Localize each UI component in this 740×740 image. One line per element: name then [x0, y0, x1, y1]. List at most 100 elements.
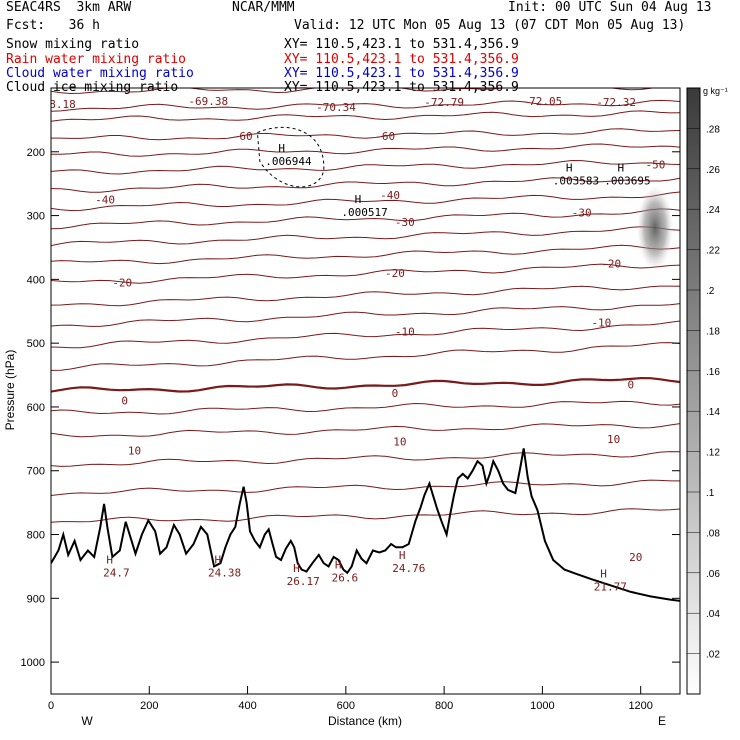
- west-label: W: [81, 714, 93, 728]
- isotherm-line: [51, 451, 680, 467]
- isotherm-label: -69.38: [188, 95, 228, 108]
- y-tick-label: 200: [27, 147, 45, 159]
- isotherm-label: 20: [629, 551, 642, 564]
- isotherm-label: -72.05: [523, 95, 563, 108]
- y-tick-label: 700: [27, 466, 45, 478]
- east-label: E: [658, 714, 666, 728]
- model-title: SEAC4RS 3km ARW: [6, 0, 132, 15]
- field-cloud-water-xy: XY= 110.5,423.1 to 531.4,356.9: [284, 66, 519, 81]
- high-value-label: 24.76: [392, 562, 425, 575]
- organization-label: NCAR/MMM: [232, 0, 295, 15]
- colorbar-tick-label: .2: [706, 286, 715, 297]
- isotherm-line: [51, 376, 680, 393]
- x-tick-label: 800: [435, 700, 453, 712]
- isotherm-label: -68.18: [36, 98, 76, 111]
- colorbar-tick-label: .08: [706, 528, 720, 539]
- x-tick-label: 200: [140, 700, 158, 712]
- colorbar-tick-label: .14: [706, 407, 720, 418]
- high-marker: H: [617, 161, 624, 174]
- y-tick-label: 800: [27, 530, 45, 542]
- x-tick-label: 1200: [628, 700, 652, 712]
- colorbar-tick-label: .22: [706, 246, 720, 257]
- y-axis-label: Pressure (hPa): [3, 350, 17, 431]
- isotherm-line: [51, 88, 655, 95]
- isotherm-label: 0: [392, 387, 399, 400]
- isotherm-line: [51, 423, 680, 438]
- high-value-label: 24.38: [208, 567, 241, 580]
- isotherm-line: [51, 285, 680, 307]
- high-value-label: .003695: [604, 174, 650, 187]
- high-marker: H: [278, 142, 285, 155]
- isotherm-line: [51, 191, 680, 212]
- isotherm-line: [51, 143, 680, 157]
- colorbar-tick-label: .06: [706, 569, 720, 580]
- field-snow-xy: XY= 110.5,423.1 to 531.4,356.9: [284, 37, 519, 52]
- colorbar-tick-label: .1: [706, 488, 715, 499]
- isotherm-label: -72.79: [424, 96, 464, 109]
- isotherm-label: -30: [572, 206, 592, 219]
- colorbar-tick-label: .26: [706, 165, 720, 176]
- colorbar-unit: g kg⁻¹: [703, 86, 728, 96]
- colorbar-tick-label: .18: [706, 326, 720, 337]
- isotherm-label: -10: [591, 317, 611, 330]
- high-marker: H: [399, 549, 406, 562]
- field-cloud-water-label: Cloud water mixing ratio: [6, 66, 194, 81]
- isotherm-label: 0: [121, 395, 128, 408]
- cloud-ice-contour: [256, 126, 325, 188]
- isotherm-line: [51, 342, 680, 371]
- y-tick-label: 1000: [21, 657, 45, 669]
- isotherm-label: -20: [601, 257, 621, 270]
- isotherm-label: -70.34: [316, 101, 356, 114]
- x-tick-label: 0: [48, 700, 54, 712]
- isotherm-label: -10: [395, 326, 415, 339]
- isotherm-line: [51, 244, 680, 265]
- high-value-label: .000517: [341, 206, 387, 219]
- high-marker: H: [600, 568, 607, 581]
- high-value-label: .003583: [553, 174, 599, 187]
- colorbar-tick-label: .02: [706, 650, 720, 661]
- isotherm-line: [51, 226, 680, 247]
- isotherm-label: -40: [95, 194, 115, 207]
- valid-time: Valid: 12 UTC Mon 05 Aug 13 (07 CDT Mon …: [294, 18, 686, 33]
- isotherm-label: 0: [628, 379, 635, 392]
- isotherm-label: 10: [393, 435, 406, 448]
- colorbar-tick-label: .04: [706, 609, 720, 620]
- isotherm-label: -50: [645, 159, 665, 172]
- x-tick-label: 1000: [530, 700, 554, 712]
- isotherm-line: [51, 128, 680, 141]
- colorbar-tick-label: .24: [706, 205, 720, 216]
- high-marker: H: [293, 562, 300, 575]
- high-value-label: .006944: [265, 155, 312, 168]
- isotherm-label: 10: [128, 444, 141, 457]
- colorbar-tick-label: .12: [706, 448, 720, 459]
- isotherm-line: [51, 263, 680, 284]
- high-value-label: 24.7: [103, 567, 130, 580]
- forecast-hour: Fcst: 36 h: [6, 18, 100, 33]
- y-tick-label: 300: [27, 211, 45, 223]
- y-tick-label: 400: [27, 274, 45, 286]
- isotherm-line: [51, 400, 680, 415]
- colorbar-tick-label: .28: [706, 124, 720, 135]
- isotherm-label: -72.32: [596, 96, 636, 109]
- isotherm-label: -60: [233, 130, 253, 143]
- high-marker: H: [566, 161, 573, 174]
- init-time: Init: 00 UTC Sun 04 Aug 13: [508, 0, 712, 15]
- field-rain-xy: XY= 110.5,423.1 to 531.4,356.9: [284, 52, 519, 67]
- x-tick-label: 400: [238, 700, 256, 712]
- isotherm-label: -20: [112, 277, 132, 290]
- field-snow-label: Snow mixing ratio: [6, 37, 140, 52]
- colorbar-tick-label: .16: [706, 367, 720, 378]
- isotherm-label: -40: [380, 189, 400, 202]
- high-marker: H: [215, 554, 222, 567]
- x-axis-label: Distance (km): [328, 714, 402, 728]
- high-marker: H: [106, 554, 113, 567]
- isotherm-line: [51, 303, 680, 327]
- isotherm-label: -60: [375, 130, 395, 143]
- cloud-shading: [637, 186, 673, 270]
- isotherm-line: [51, 508, 680, 523]
- isotherm-label: -20: [385, 267, 405, 280]
- y-tick-label: 900: [27, 593, 45, 605]
- y-tick-label: 600: [27, 402, 45, 414]
- high-marker: H: [335, 559, 342, 572]
